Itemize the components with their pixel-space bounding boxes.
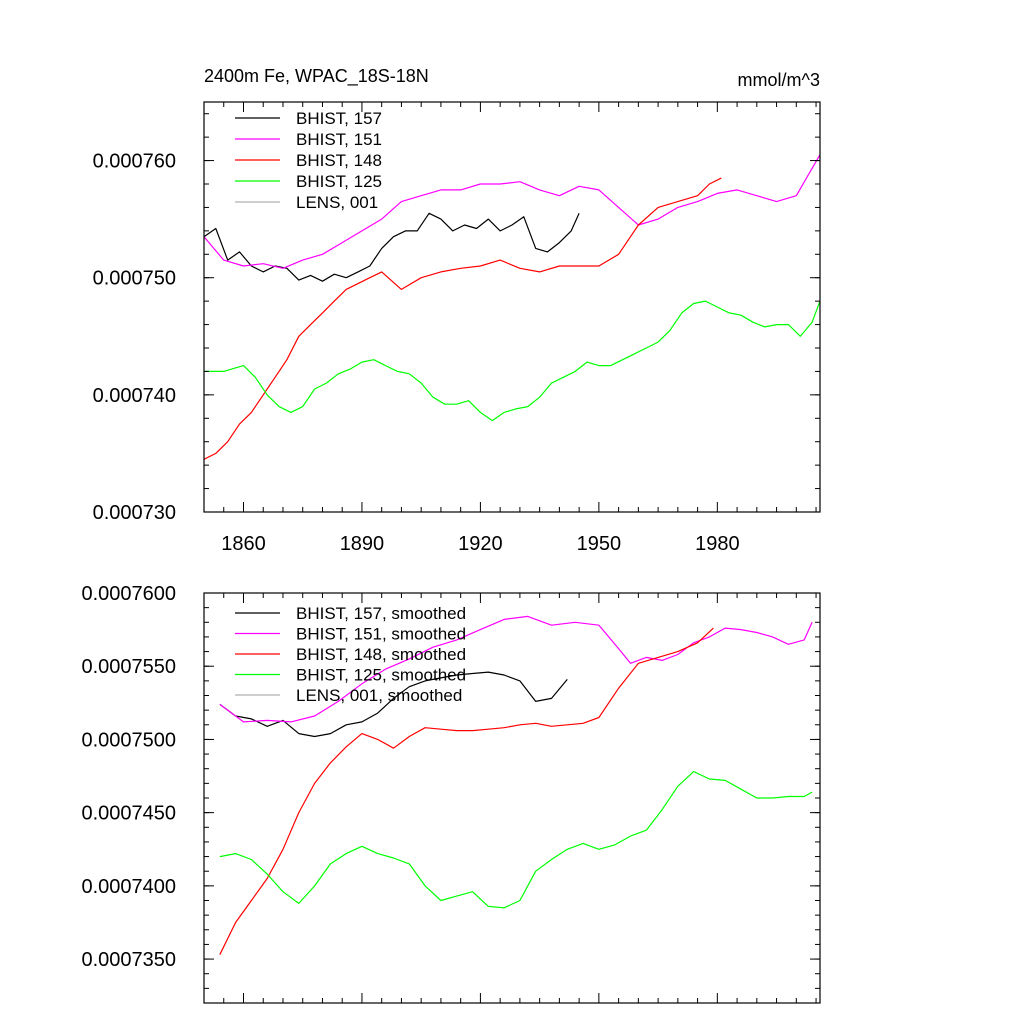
top-series-line-1 <box>203 154 821 269</box>
bottom-y-tick-label: 0.0007450 <box>81 803 176 825</box>
top-series-line-2 <box>203 177 722 460</box>
bottom-y-tick-label: 0.0007350 <box>81 949 176 971</box>
top-chart-title: 2400m Fe, WPAC_18S-18N <box>204 66 429 87</box>
top-panel: 2400m Fe, WPAC_18S-18N mmol/m^3 1860 1890… <box>93 66 821 555</box>
top-legend-label: BHIST, 148 <box>296 151 382 170</box>
top-series-line-0 <box>203 212 580 282</box>
bottom-y-tick-label: 0.0007400 <box>81 876 176 898</box>
top-chart-units: mmol/m^3 <box>738 70 820 90</box>
top-y-tick-label: 0.000730 <box>93 502 176 524</box>
bottom-series-line-2 <box>219 627 714 955</box>
bottom-axis-ticks: 0.0007350 0.0007400 0.0007450 0.0007500 0.00… <box>81 583 820 1004</box>
bottom-series-line-0 <box>219 671 568 738</box>
bottom-legend-label: BHIST, 148, smoothed <box>296 645 466 664</box>
top-legend-label: BHIST, 157 <box>296 109 382 128</box>
top-legend-label: BHIST, 151 <box>296 130 382 149</box>
bottom-legend-label: BHIST, 157, smoothed <box>296 604 466 623</box>
bottom-series-line-3 <box>219 770 813 909</box>
bottom-y-tick-label: 0.0007500 <box>81 729 176 751</box>
bottom-legend-label: LENS, 001, smoothed <box>296 686 462 705</box>
bottom-legend-label: BHIST, 125, smoothed <box>296 666 466 685</box>
bottom-series-line-1 <box>219 615 813 723</box>
top-legend-label: BHIST, 125 <box>296 172 382 191</box>
bottom-series-layer <box>219 615 813 955</box>
bottom-panel: 0.0007350 0.0007400 0.0007450 0.0007500 0.00… <box>81 583 821 1004</box>
top-axis-ticks: 1860 1890 1920 1950 1980 0.000730 0.000740 0.00… <box>93 102 820 555</box>
bottom-plot-frame <box>203 592 821 1004</box>
top-x-tick-label: 1950 <box>577 533 622 555</box>
top-x-tick-label: 1860 <box>221 533 266 555</box>
top-series-line-3 <box>204 300 821 422</box>
top-series-layer <box>203 154 821 460</box>
top-y-tick-label: 0.000740 <box>93 385 176 407</box>
bottom-y-tick-label: 0.0007550 <box>81 656 176 678</box>
top-y-tick-label: 0.000750 <box>93 268 176 290</box>
bottom-legend: BHIST, 157, smoothed BHIST, 151, smoothed… <box>235 604 466 705</box>
bottom-y-tick-label: 0.0007600 <box>81 583 176 605</box>
top-x-tick-label: 1890 <box>340 533 385 555</box>
top-y-tick-label: 0.000760 <box>93 151 176 173</box>
bottom-legend-label: BHIST, 151, smoothed <box>296 625 466 644</box>
top-legend: BHIST, 157 BHIST, 151 BHIST, 148 BHIST, 125… <box>235 109 382 212</box>
top-legend-label: LENS, 001 <box>296 193 378 212</box>
top-plot-frame <box>203 101 821 513</box>
top-x-tick-label: 1980 <box>695 533 740 555</box>
top-x-tick-label: 1920 <box>458 533 503 555</box>
